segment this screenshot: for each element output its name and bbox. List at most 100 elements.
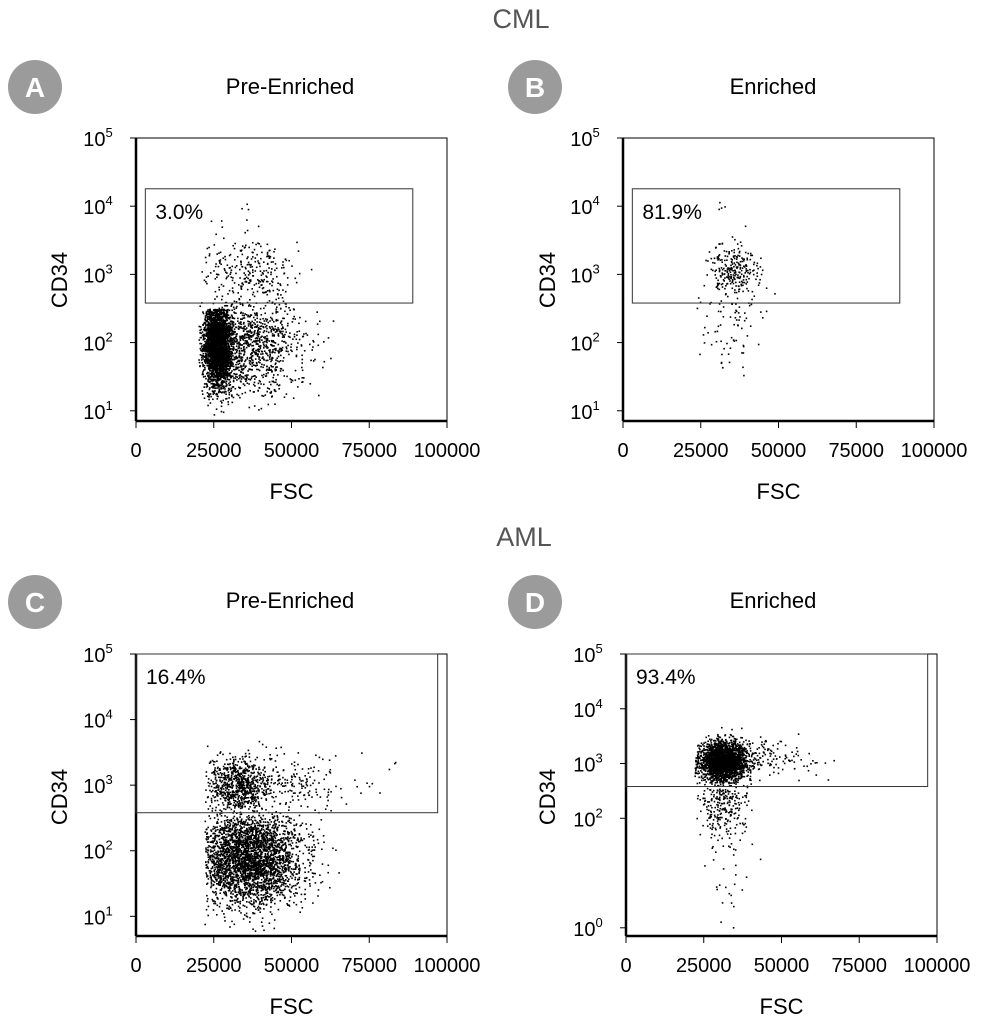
event-dot (215, 322, 218, 325)
event-dot (238, 341, 240, 343)
event-dot (240, 378, 243, 380)
event-dot (220, 283, 223, 286)
event-dot (227, 339, 229, 341)
panel-badge-letter: A (25, 72, 45, 103)
event-dot (739, 264, 742, 266)
event-dot (207, 330, 210, 332)
event-dot (716, 284, 719, 287)
event-dot (228, 328, 230, 330)
event-dot (233, 333, 235, 335)
event-dot (214, 830, 217, 832)
event-dot (204, 337, 206, 340)
event-dot (217, 273, 220, 276)
event-dot (302, 335, 305, 338)
event-dot (224, 363, 227, 366)
event-dot (224, 325, 226, 328)
event-dot (231, 332, 233, 334)
event-dot (228, 335, 231, 337)
event-dot (239, 249, 242, 252)
event-dot (214, 367, 217, 369)
event-dot (222, 354, 225, 357)
event-dot (258, 369, 261, 372)
event-dot (211, 861, 214, 863)
event-dot (247, 344, 249, 347)
event-dot (747, 271, 749, 274)
event-dot (220, 357, 222, 360)
event-dot (201, 331, 204, 333)
event-dot (236, 828, 239, 831)
event-dot (226, 318, 228, 320)
event-dot (736, 256, 738, 259)
event-dot (268, 832, 271, 835)
event-dot (206, 282, 208, 285)
event-dot (225, 324, 228, 327)
event-dot (232, 363, 234, 365)
event-dot (265, 369, 268, 372)
event-dot (247, 323, 250, 325)
event-dot (745, 265, 748, 267)
event-dot (220, 328, 222, 330)
event-dot (229, 372, 231, 374)
event-dot (204, 340, 206, 343)
event-dot (727, 277, 729, 279)
event-dot (237, 342, 240, 344)
event-dot (246, 330, 248, 333)
event-dot (228, 397, 230, 399)
event-dot (301, 362, 303, 364)
event-dot (285, 305, 287, 308)
event-dot (247, 314, 250, 317)
event-dot (250, 336, 253, 338)
event-dot (207, 360, 209, 363)
event-dot (244, 266, 247, 269)
event-dot (309, 343, 311, 346)
event-dot (229, 273, 232, 275)
event-dot (252, 383, 255, 386)
event-dot (255, 352, 258, 355)
event-dot (738, 306, 741, 308)
event-dot (273, 335, 275, 337)
event-dot (264, 312, 266, 315)
event-dot (200, 332, 202, 334)
event-dot (219, 259, 222, 261)
event-dot (228, 354, 231, 357)
event-dot (228, 345, 231, 348)
event-dot (253, 295, 256, 298)
event-dot (243, 335, 245, 338)
event-dot (208, 322, 210, 324)
event-dot (252, 354, 254, 357)
event-dot (211, 333, 214, 335)
event-dot (213, 343, 215, 345)
event-dot (731, 303, 733, 305)
event-dot (295, 338, 298, 341)
event-dot (230, 362, 233, 364)
event-dot (249, 336, 252, 338)
event-dot (240, 352, 242, 355)
event-dot (323, 341, 325, 343)
event-dot (230, 276, 233, 278)
event-dot (749, 252, 752, 255)
event-dot (727, 272, 730, 275)
event-dot (205, 850, 207, 853)
event-dot (227, 275, 230, 277)
event-dot (219, 361, 222, 363)
event-dot (215, 342, 218, 345)
event-dot (285, 393, 288, 395)
event-dot (220, 387, 223, 390)
event-dot (221, 316, 224, 319)
event-dot (276, 275, 278, 278)
event-dot (235, 326, 237, 328)
event-dot (210, 881, 213, 883)
event-dot (249, 322, 252, 324)
event-dot (238, 386, 240, 389)
event-dot (225, 359, 228, 362)
event-dot (270, 390, 273, 393)
event-dot (237, 325, 240, 328)
event-dot (231, 370, 233, 372)
event-dot (230, 387, 233, 390)
event-dot (218, 390, 220, 393)
event-dot (220, 319, 223, 321)
event-dot (208, 363, 211, 365)
event-dot (222, 285, 225, 287)
event-dot (202, 333, 205, 336)
event-dot (219, 376, 222, 379)
